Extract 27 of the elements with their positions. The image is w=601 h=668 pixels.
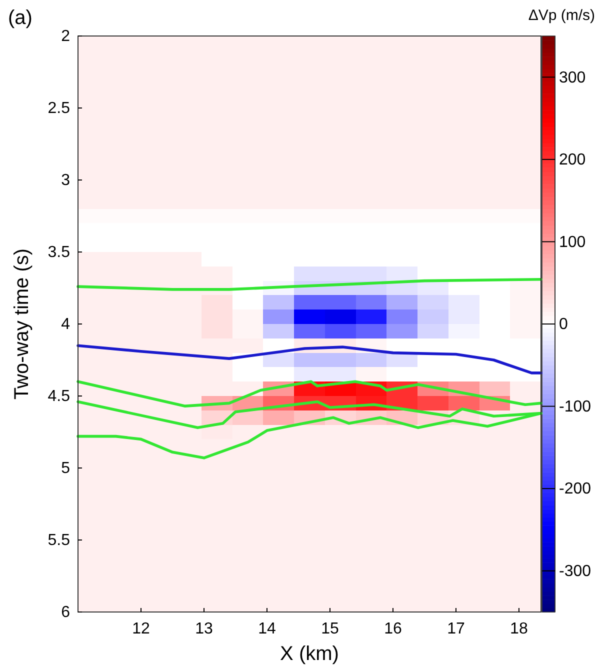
color-bar-label: -300 [559, 562, 592, 580]
x-tick-label: 16 [384, 620, 402, 638]
y-tick-label: 4 [61, 316, 70, 334]
y-axis-title: Two-way time (s) [11, 248, 33, 400]
color-bar-label: -100 [559, 398, 592, 416]
y-tick-label: 3 [61, 172, 70, 190]
color-bar-label: 200 [559, 152, 586, 169]
x-tick-label: 15 [321, 620, 339, 638]
x-tick-label: 17 [447, 620, 465, 638]
color-bar-label: 300 [559, 69, 586, 86]
text: (a) [8, 7, 32, 29]
y-tick-label: 2 [61, 28, 70, 46]
y-tick-label: 3.5 [48, 244, 70, 262]
y-tick-label: 5 [61, 460, 70, 478]
color-bar-label: -200 [559, 480, 592, 498]
y-tick-label: 4.5 [48, 388, 70, 406]
y-tick-label: 5.5 [48, 532, 70, 550]
y-tick-label: 6 [61, 604, 70, 622]
x-tick-label: 18 [510, 620, 528, 638]
y-tick-label: 2.5 [48, 100, 70, 118]
x-tick-label: 12 [132, 620, 150, 638]
x-tick-label: 13 [195, 620, 213, 638]
color-bar-label: 0 [559, 316, 568, 334]
color-bar-label: 100 [559, 234, 586, 251]
x-axis-title: X (km) [280, 643, 339, 665]
color-bar-title: ΔVp (m/s) [528, 7, 596, 24]
x-tick-label: 14 [258, 620, 276, 638]
